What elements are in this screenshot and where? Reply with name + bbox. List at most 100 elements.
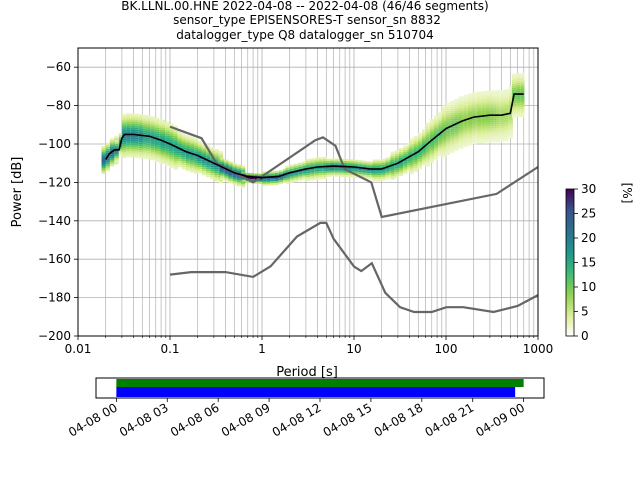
y-axis-ticks: −60−80−100−120−140−160−180−200 [38, 60, 78, 343]
psd-cell [472, 92, 477, 95]
psd-cell [142, 128, 147, 131]
psd-cell [477, 91, 482, 94]
title-line-3: datalogger_type Q8 datalogger_sn 510704 [176, 28, 434, 42]
psd-histogram [101, 73, 525, 188]
psd-cell [446, 144, 451, 147]
psd-cell [334, 166, 339, 169]
psd-cell [278, 172, 283, 175]
psd-cell [347, 167, 352, 170]
psd-cell [520, 77, 525, 79]
psd-cell [511, 99, 517, 102]
psd-cell [438, 114, 443, 117]
psd-cell [508, 130, 513, 133]
psd-cell [372, 171, 377, 174]
psd-cell [504, 115, 509, 118]
psd-cell [516, 73, 521, 75]
psd-cell [477, 113, 482, 116]
psd-cell [330, 170, 335, 173]
psd-cell [500, 98, 505, 101]
psd-cell [105, 148, 110, 151]
psd-cell [425, 156, 430, 159]
psd-cell [314, 177, 319, 180]
psd-cell [105, 146, 110, 149]
psd-cell [481, 99, 486, 101]
psd-cell [349, 167, 354, 170]
psd-cell [425, 136, 430, 139]
psd-cell [446, 136, 451, 139]
psd-cell [511, 109, 517, 112]
psd-cell [399, 150, 404, 152]
psd-cell [409, 150, 414, 153]
psd-cell [441, 123, 446, 126]
psd-cell [142, 140, 147, 143]
psd-cell [490, 116, 495, 119]
psd-cell [214, 149, 219, 152]
psd-cell [511, 79, 517, 82]
psd-cell [467, 113, 472, 116]
psd-cell [481, 139, 486, 141]
psd-cell [511, 91, 517, 94]
psd-cell [490, 90, 495, 93]
psd-cell [142, 122, 147, 125]
psd-cell [403, 153, 408, 156]
psd-cell [262, 181, 267, 184]
psd-cell [338, 170, 344, 173]
psd-cell [441, 147, 446, 150]
psd-cell [481, 113, 486, 115]
psd-cell [390, 171, 395, 174]
psd-cell [377, 165, 382, 168]
psd-cell [472, 112, 477, 115]
psd-cell [177, 137, 182, 140]
psd-cell [438, 142, 443, 145]
psd-cell [194, 141, 199, 144]
psd-cell [185, 165, 190, 167]
psd-cell [343, 173, 348, 175]
psd-cell [258, 179, 263, 182]
psd-cell [181, 159, 186, 162]
psd-cell [362, 176, 367, 179]
psd-cell [429, 153, 434, 155]
psd-cell [338, 172, 344, 175]
psd-cell [138, 116, 143, 119]
psd-cell [508, 92, 513, 95]
psd-cell [181, 139, 186, 142]
psd-cell [165, 151, 170, 154]
psd-cell [224, 179, 229, 182]
psd-cell [228, 173, 233, 176]
psd-cell [298, 176, 303, 179]
psd-cell [362, 172, 367, 175]
psd-cell [105, 164, 110, 167]
psd-cell [500, 124, 505, 127]
psd-cell [224, 161, 229, 164]
psd-cell [516, 87, 521, 89]
psd-cell [477, 95, 482, 98]
psd-cell [438, 126, 443, 129]
psd-cell [118, 150, 123, 153]
psd-cell [490, 140, 495, 143]
psd-cell [354, 161, 359, 164]
psd-cell [472, 114, 477, 117]
psd-cell [485, 134, 491, 137]
psd-cell [413, 150, 418, 152]
psd-cell [358, 172, 363, 175]
psd-cell [467, 99, 472, 102]
psd-cell [146, 143, 151, 146]
psd-cell [173, 159, 178, 162]
psd-cell [245, 176, 250, 179]
psd-cell [109, 138, 115, 141]
psd-cell [185, 145, 190, 147]
psd-cell [500, 94, 505, 97]
psd-cell [504, 111, 509, 114]
psd-cell [105, 156, 110, 159]
psd-cell [201, 171, 207, 174]
psd-cell [500, 136, 505, 139]
psd-cell [446, 108, 451, 111]
psd-cell [189, 144, 195, 147]
psd-cell [459, 96, 464, 99]
psd-cell [377, 161, 382, 164]
psd-cell [358, 174, 363, 177]
psd-cell [165, 147, 170, 150]
psd-cell [394, 160, 399, 163]
psd-cell [403, 169, 408, 172]
psd-cell [109, 140, 115, 143]
